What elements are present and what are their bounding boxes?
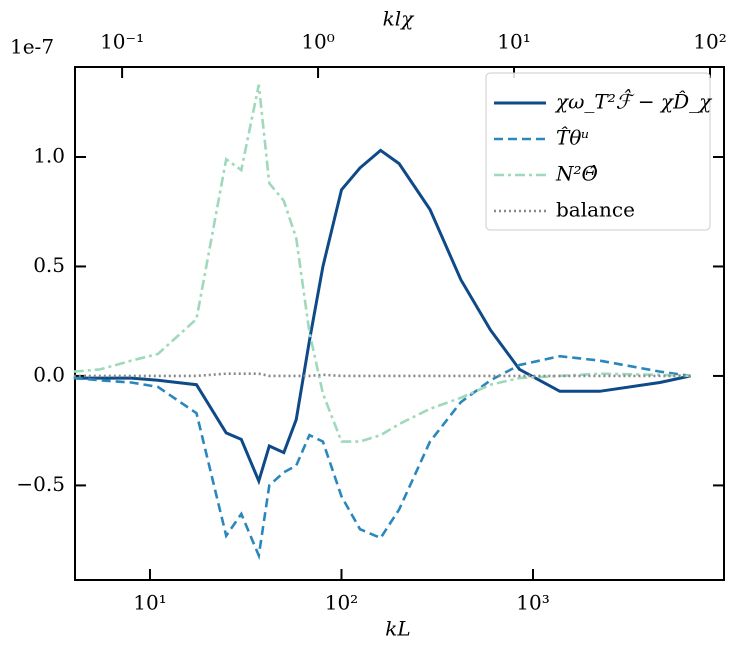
x2-tick-label: 10⁻¹: [100, 30, 144, 54]
series-line: [73, 372, 691, 378]
x-axis-label: kL: [385, 617, 410, 641]
legend-label: N²Θ̂: [555, 162, 598, 186]
x2-tick-label: 10²: [693, 30, 726, 54]
series-line: [73, 148, 692, 486]
legend-label: χω_T²ℱ̂ − χD̂_χ: [554, 89, 713, 114]
legend-label: T̂θᵘ: [556, 126, 589, 150]
y-tick-label: 1.0: [33, 143, 65, 167]
legend-box: [485, 72, 711, 231]
y-offset-label: 1e-7: [10, 35, 54, 59]
plot-frame: [74, 66, 725, 581]
x2-tick-label: 10⁰: [301, 30, 334, 54]
x-tick-label: 10²: [325, 591, 358, 615]
y-tick-label: 0.5: [33, 253, 65, 277]
legend-label: balance: [556, 198, 635, 222]
y-tick-label: −0.5: [16, 472, 65, 496]
series-line: [73, 354, 691, 561]
x-tick-label: 10¹: [133, 591, 166, 615]
y-tick-label: 0.0: [33, 362, 65, 386]
x2-axis-label: klχ: [383, 7, 416, 31]
series-line: [73, 84, 691, 443]
x-tick-label: 10³: [516, 591, 549, 615]
x2-tick-label: 10¹: [497, 30, 530, 54]
